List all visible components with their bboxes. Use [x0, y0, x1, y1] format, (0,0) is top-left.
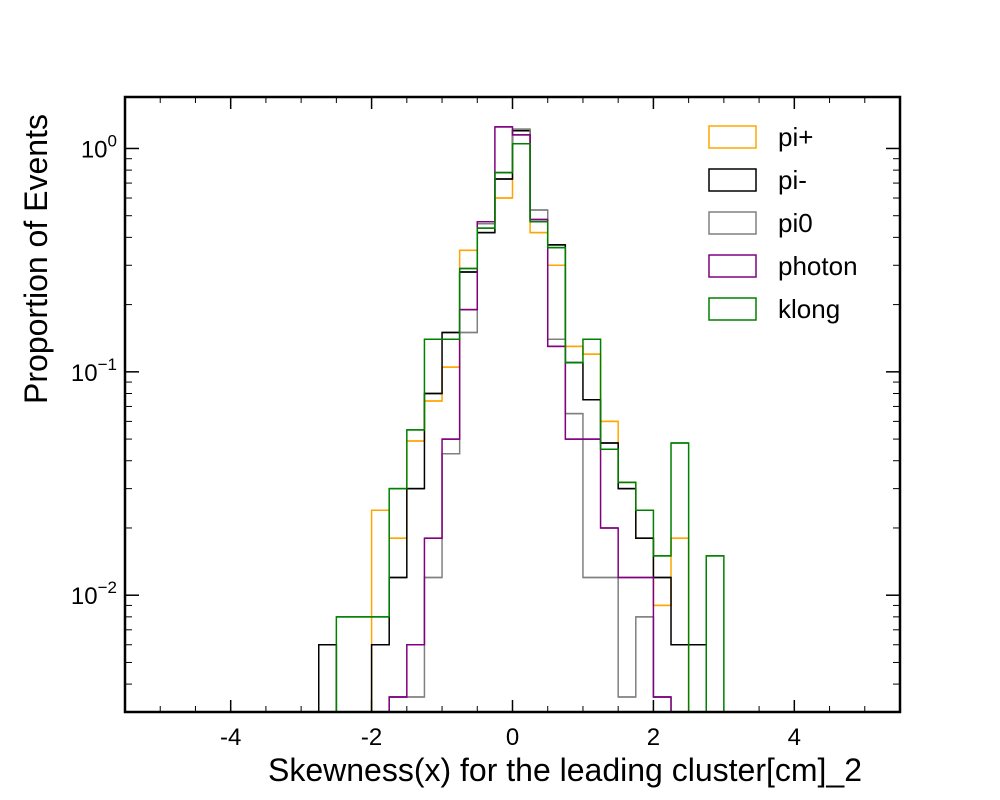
- y-tick-exponent: 0: [108, 131, 117, 150]
- series-layer: [318, 126, 725, 712]
- x-tick-label: -2: [361, 724, 382, 751]
- x-tick-label: 4: [788, 724, 801, 751]
- x-tick-label: 0: [506, 724, 519, 751]
- legend-label-pi+: pi+: [778, 122, 813, 152]
- legend-swatch-pi-: [708, 168, 757, 192]
- series-pi0: [388, 128, 672, 712]
- y-tick-label: 10−1: [71, 355, 117, 387]
- series-photon: [388, 126, 672, 712]
- y-tick-exponent: −1: [98, 355, 117, 374]
- legend-label-klong: klong: [778, 294, 840, 324]
- y-axis-label: Proportion of Events: [18, 114, 54, 404]
- y-tick-base: 10: [71, 360, 98, 387]
- y-tick-label: 100: [81, 131, 117, 163]
- legend-label-photon: photon: [778, 251, 858, 281]
- legend-swatch-pi0: [708, 211, 757, 235]
- y-tick-base: 10: [71, 583, 98, 610]
- legend-swatch-photon: [708, 254, 757, 278]
- legend-label-pi-: pi-: [778, 165, 807, 195]
- legend: pi+ pi-pi0 photon klong: [708, 122, 858, 324]
- y-tick-base: 10: [81, 136, 108, 163]
- x-tick-label: -4: [220, 724, 241, 751]
- y-tick-label: 10−2: [71, 578, 117, 610]
- legend-swatch-klong: [708, 297, 757, 321]
- y-tick-exponent: −2: [98, 578, 117, 597]
- series-klong: [335, 142, 725, 712]
- plot-frame: [123, 95, 902, 714]
- legend-label-pi0: pi0: [778, 208, 813, 238]
- x-tick-label: 2: [647, 724, 660, 751]
- x-axis-label: Skewness(x) for the leading cluster[cm]_…: [268, 752, 862, 788]
- legend-swatch-pi+: [708, 125, 757, 149]
